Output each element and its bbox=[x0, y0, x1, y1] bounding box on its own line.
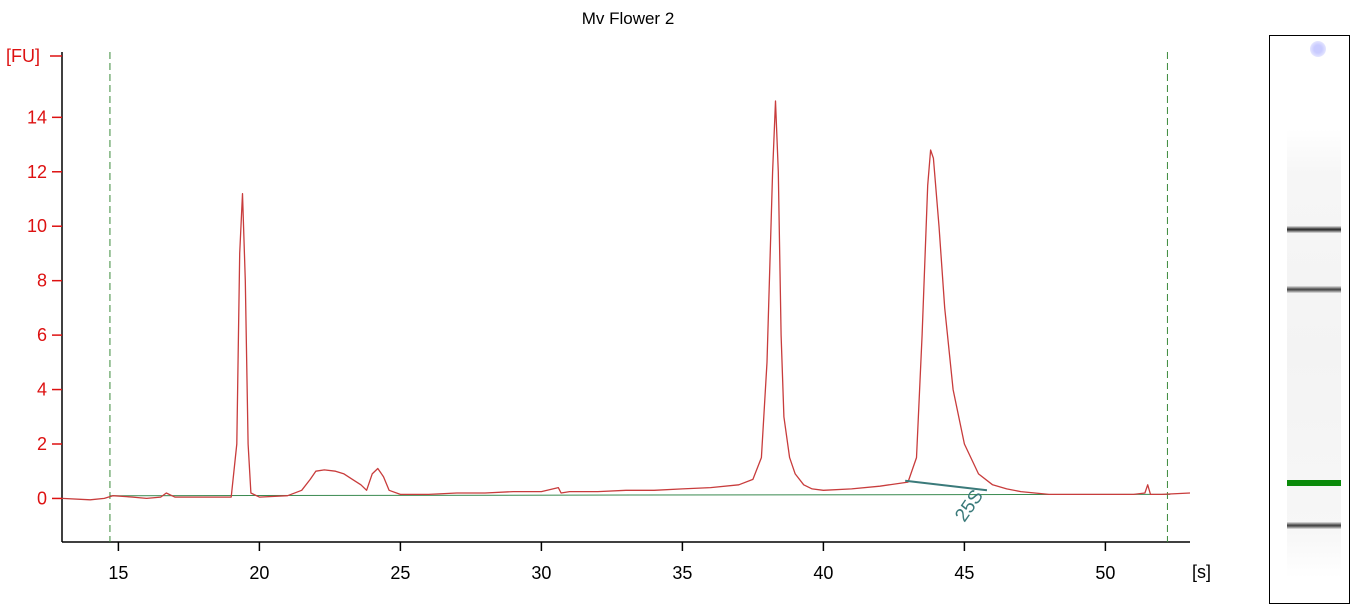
marker-lines bbox=[109, 52, 1168, 542]
baseline-group bbox=[109, 493, 1171, 497]
gel-band bbox=[1287, 480, 1341, 486]
x-ticks: 15 20 25 30 35 40 45 50 bbox=[108, 542, 1115, 583]
y-tick-label: 8 bbox=[37, 271, 47, 291]
x-tick-label: 25 bbox=[390, 563, 410, 583]
y-ticks: 0 2 4 6 8 10 12 14 bbox=[27, 107, 62, 508]
peak-label: 25S bbox=[951, 486, 988, 526]
gel-band bbox=[1287, 522, 1341, 529]
y-axis-label: [FU] bbox=[6, 46, 40, 66]
trace-line bbox=[61, 100, 1191, 501]
lane-body bbox=[1287, 129, 1341, 578]
y-tick-label: 6 bbox=[37, 325, 47, 345]
y-tick-label: 14 bbox=[27, 107, 47, 127]
y-tick-label: 10 bbox=[27, 216, 47, 236]
x-tick-label: 30 bbox=[531, 563, 551, 583]
x-axis-label: [s] bbox=[1192, 562, 1211, 582]
x-tick-label: 20 bbox=[249, 563, 269, 583]
gel-band bbox=[1287, 226, 1341, 233]
x-tick-label: 45 bbox=[954, 563, 974, 583]
x-tick-label: 35 bbox=[672, 563, 692, 583]
y-tick-label: 4 bbox=[37, 380, 47, 400]
x-tick-label: 50 bbox=[1095, 563, 1115, 583]
peak-baseline-line bbox=[905, 479, 988, 492]
baseline-line bbox=[109, 493, 1171, 497]
series-group bbox=[61, 100, 1191, 501]
x-tick-label: 40 bbox=[813, 563, 833, 583]
well-marker-icon bbox=[1310, 41, 1326, 57]
x-tick-label: 15 bbox=[108, 563, 128, 583]
chart-title: Mv Flower 2 bbox=[582, 9, 675, 28]
annotation-group: 25S bbox=[905, 479, 988, 526]
gel-band bbox=[1287, 286, 1341, 293]
gel-lane bbox=[1269, 35, 1350, 604]
y-tick-label: 0 bbox=[37, 488, 47, 508]
y-tick-label: 2 bbox=[37, 434, 47, 454]
electropherogram-chart: Mv Flower 2 [FU] [s] 15 20 25 30 35 40 45 50 0 2… bbox=[6, 9, 1211, 583]
y-tick-label: 12 bbox=[27, 162, 47, 182]
